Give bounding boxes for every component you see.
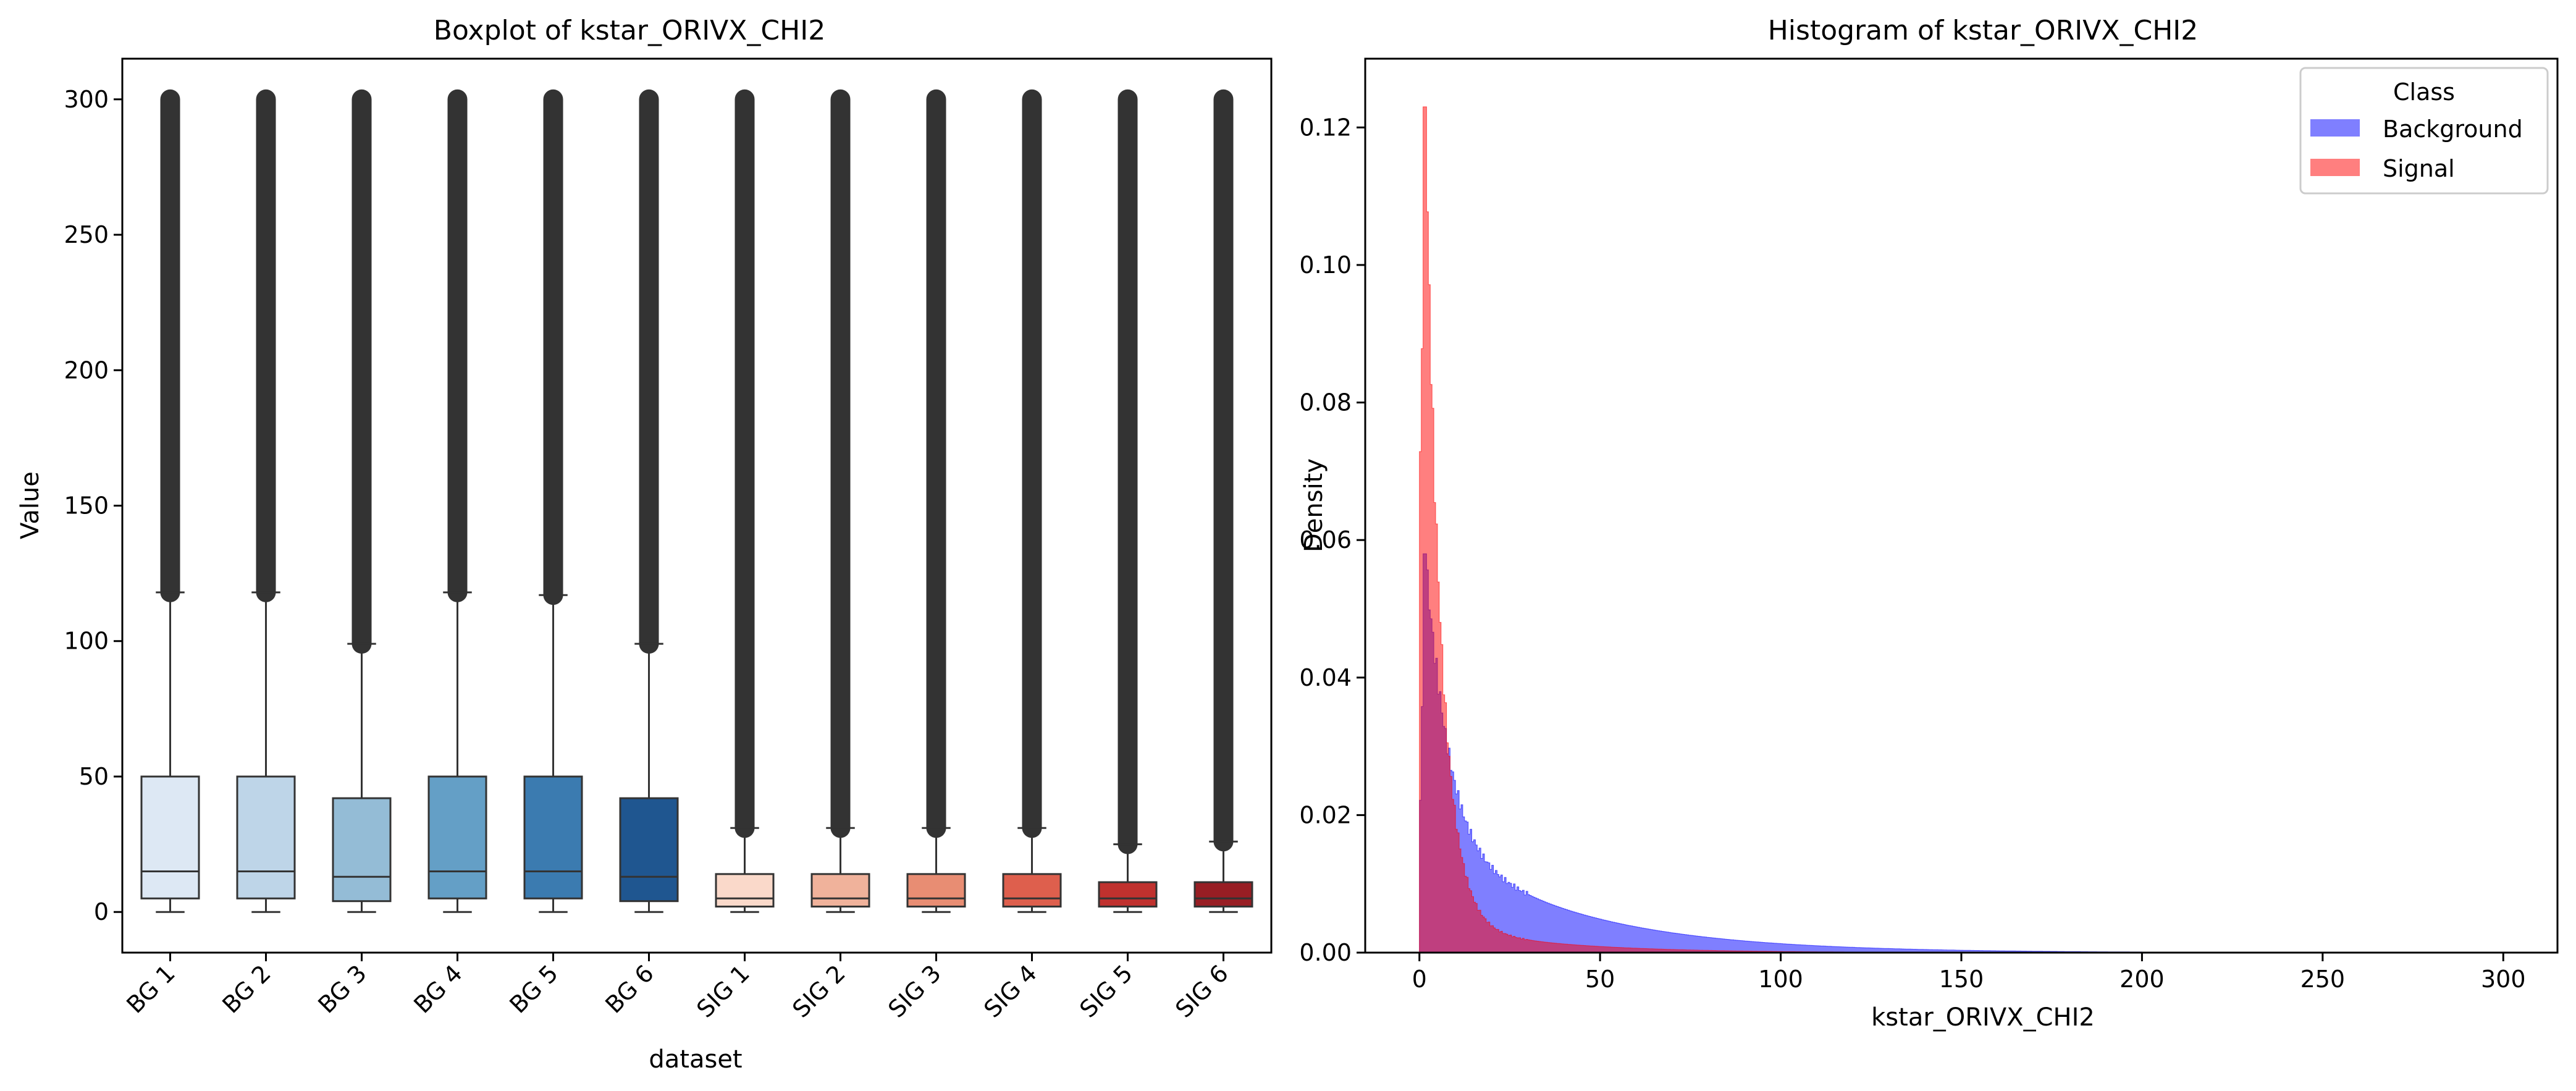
y-tick-label: 0.00 [1299, 939, 1352, 966]
box-body [523, 775, 583, 899]
legend-frame [2299, 67, 2549, 195]
box-body [715, 873, 775, 908]
x-tick-label: SIG 2 [787, 959, 851, 1023]
box-body [332, 797, 392, 903]
histogram-marks [1419, 106, 2504, 953]
boxplot-x-ticks: BG 1 BG 2 BG 3 BG 4 BG 5 BG 6 SIG 1 SIG 2 SIG 3 S… [121, 953, 1234, 1023]
x-tick-label: 150 [1939, 966, 1984, 993]
legend-label-background: Background [2383, 116, 2523, 143]
box-body [619, 797, 679, 903]
box-bg-4 [427, 89, 487, 913]
box-body [810, 873, 870, 908]
y-tick-label: 200 [64, 356, 109, 384]
box-body [1193, 881, 1253, 908]
boxplot-panel: Boxplot of kstar_ORIVX_CHI2 0 50 100 150 200… [16, 15, 1273, 1074]
box-bg-3 [332, 89, 392, 913]
boxplot-x-axis-label: dataset [649, 1045, 742, 1074]
y-tick-label: 0.04 [1299, 664, 1352, 691]
x-tick-label: 250 [2300, 966, 2346, 993]
box-sig-5 [1098, 89, 1158, 913]
boxplot-y-ticks: 0 50 100 150 200 250 300 [64, 86, 122, 925]
y-tick-label: 0.02 [1299, 801, 1352, 828]
y-tick-label: 300 [64, 86, 109, 113]
legend-title: Class [2393, 78, 2455, 106]
x-tick-label: BG 6 [600, 959, 659, 1019]
x-tick-label: BG 2 [217, 959, 276, 1019]
box-sig-1 [715, 89, 775, 913]
box-sig-4 [1002, 89, 1062, 913]
histogram-x-axis-label: kstar_ORIVX_CHI2 [1871, 1003, 2095, 1032]
histogram-title: Histogram of kstar_ORIVX_CHI2 [1768, 15, 2199, 46]
x-tick-label: 300 [2481, 966, 2526, 993]
box-sig-2 [810, 89, 870, 913]
histogram-legend: Class Background Signal [2299, 67, 2549, 195]
x-tick-label: 50 [1585, 966, 1615, 993]
box-sig-6 [1193, 89, 1253, 913]
box-body [140, 775, 200, 899]
y-tick-label: 0.10 [1299, 251, 1352, 279]
y-tick-label: 100 [64, 628, 109, 655]
x-tick-label: BG 3 [313, 959, 372, 1019]
x-tick-label: 0 [1412, 966, 1427, 993]
box-body [906, 873, 966, 908]
y-tick-label: 0.06 [1299, 526, 1352, 554]
legend-label-signal: Signal [2383, 155, 2455, 182]
y-tick-label: 250 [64, 221, 109, 248]
x-tick-label: SIG 5 [1074, 959, 1138, 1023]
legend-swatch-signal [2310, 159, 2360, 176]
x-tick-label: SIG 4 [979, 959, 1042, 1023]
boxplot-title: Boxplot of kstar_ORIVX_CHI2 [434, 15, 825, 46]
y-tick-label: 50 [79, 763, 109, 790]
box-bg-1 [140, 89, 200, 913]
box-body [427, 775, 487, 899]
x-tick-label: BG 5 [504, 959, 563, 1019]
box-bg-2 [236, 89, 296, 913]
histogram-x-ticks: 0 50 100 150 200 250 300 [1412, 953, 2526, 993]
histogram-series-background [1419, 553, 2504, 953]
y-tick-label: 0 [94, 898, 109, 925]
legend-swatch-background [2310, 119, 2360, 137]
box-bg-5 [523, 89, 583, 913]
boxplot-marks [140, 89, 1253, 913]
boxplot-y-axis-label: Value [16, 471, 44, 539]
y-tick-label: 0.08 [1299, 389, 1352, 416]
box-body [1002, 873, 1062, 908]
box-bg-6 [619, 89, 679, 913]
x-tick-label: BG 1 [121, 959, 180, 1019]
x-tick-label: 200 [2119, 966, 2165, 993]
histogram-y-ticks: 0.00 0.02 0.04 0.06 0.08 0.10 0.12 [1299, 114, 1365, 966]
x-tick-label: BG 4 [408, 959, 468, 1019]
histogram-y-axis-label: Density [1300, 458, 1328, 552]
x-tick-label: SIG 6 [1170, 959, 1234, 1023]
y-tick-label: 150 [64, 492, 109, 520]
histogram-series-signal [1419, 106, 2504, 953]
x-tick-label: SIG 3 [883, 959, 946, 1023]
x-tick-label: SIG 1 [691, 959, 755, 1023]
x-tick-label: 100 [1758, 966, 1803, 993]
box-sig-3 [906, 89, 966, 913]
y-tick-label: 0.12 [1299, 114, 1352, 141]
box-body [236, 775, 296, 899]
histogram-panel: Histogram of kstar_ORIVX_CHI2 0.000.020.… [1299, 15, 2559, 1032]
box-body [1098, 881, 1158, 908]
